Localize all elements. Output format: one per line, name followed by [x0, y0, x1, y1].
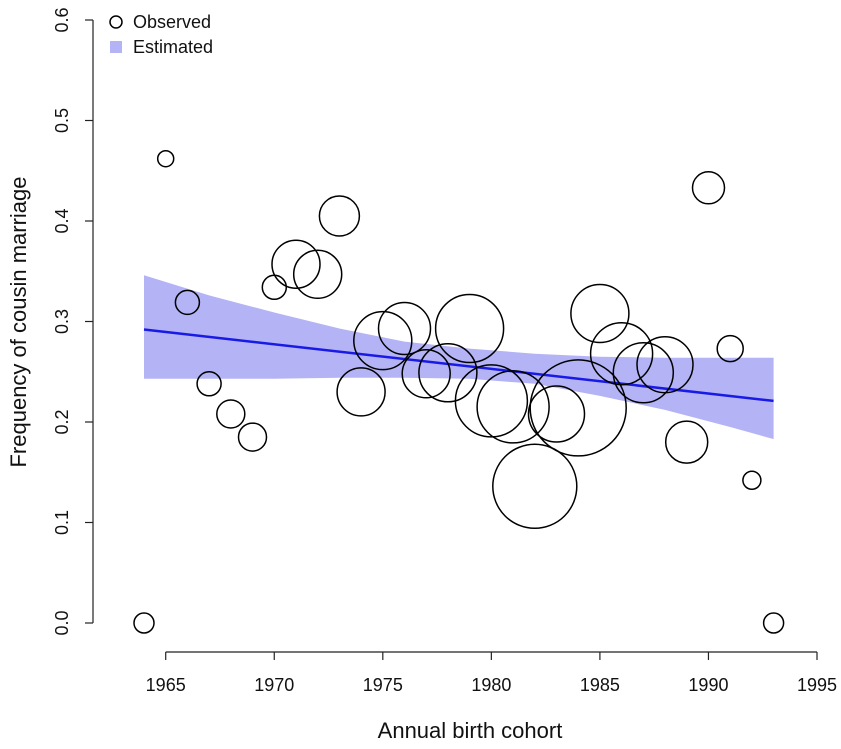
observed-point — [636, 335, 694, 394]
observed-point — [476, 370, 550, 444]
observed-point — [612, 342, 675, 404]
observed-point — [570, 283, 630, 344]
observed-point — [454, 364, 529, 438]
observed-point — [156, 149, 175, 168]
x-tick-label: 1985 — [580, 675, 620, 695]
y-axis: 0.0 0.1 0.2 0.3 0.4 0.5 0.6 — [52, 7, 94, 636]
y-tick-label: 0.1 — [52, 510, 72, 535]
observed-point — [318, 195, 361, 237]
confidence-band — [144, 275, 774, 440]
observed-point — [174, 289, 201, 316]
legend-estimated-swatch — [110, 41, 122, 53]
observed-point — [271, 239, 321, 289]
legend-observed-marker — [109, 15, 123, 29]
y-tick-label: 0.3 — [52, 309, 72, 334]
legend-observed-label: Observed — [133, 12, 211, 32]
legend: Observed Estimated — [109, 12, 213, 57]
observed-point — [742, 470, 762, 491]
observed-points-layer — [133, 149, 785, 634]
observed-point — [292, 249, 343, 300]
x-tick-label: 1975 — [363, 675, 403, 695]
observed-point — [418, 343, 478, 403]
legend-estimated-label: Estimated — [133, 37, 213, 57]
x-tick-label: 1980 — [471, 675, 511, 695]
x-axis: 1965 1970 1975 1980 1985 1990 1995 — [146, 651, 837, 695]
observed-point — [664, 420, 709, 464]
observed-point — [492, 443, 578, 530]
observed-point — [589, 321, 654, 386]
observed-point — [336, 367, 386, 417]
observed-point — [691, 171, 726, 205]
observed-point — [133, 612, 155, 634]
y-tick-label: 0.5 — [52, 108, 72, 133]
x-tick-label: 1990 — [688, 675, 728, 695]
y-axis-title: Frequency of cousin marriage — [6, 176, 31, 467]
observed-point — [237, 422, 268, 452]
observed-point — [261, 274, 288, 301]
y-tick-label: 0.0 — [52, 610, 72, 635]
observed-point — [353, 310, 413, 371]
y-tick-label: 0.6 — [52, 7, 72, 32]
y-tick-label: 0.4 — [52, 208, 72, 233]
x-tick-label: 1995 — [797, 675, 837, 695]
observed-point — [716, 334, 744, 363]
observed-point — [216, 399, 246, 429]
observed-point — [529, 359, 627, 457]
y-tick-label: 0.2 — [52, 409, 72, 434]
x-tick-label: 1970 — [254, 675, 294, 695]
observed-point — [434, 293, 505, 364]
observed-point — [762, 612, 785, 634]
observed-point — [196, 371, 222, 397]
x-tick-label: 1965 — [146, 675, 186, 695]
observed-point — [401, 349, 451, 399]
observed-point — [377, 301, 432, 356]
x-axis-title: Annual birth cohort — [378, 718, 563, 743]
observed-point — [527, 385, 586, 443]
confidence-band-layer — [144, 275, 774, 440]
